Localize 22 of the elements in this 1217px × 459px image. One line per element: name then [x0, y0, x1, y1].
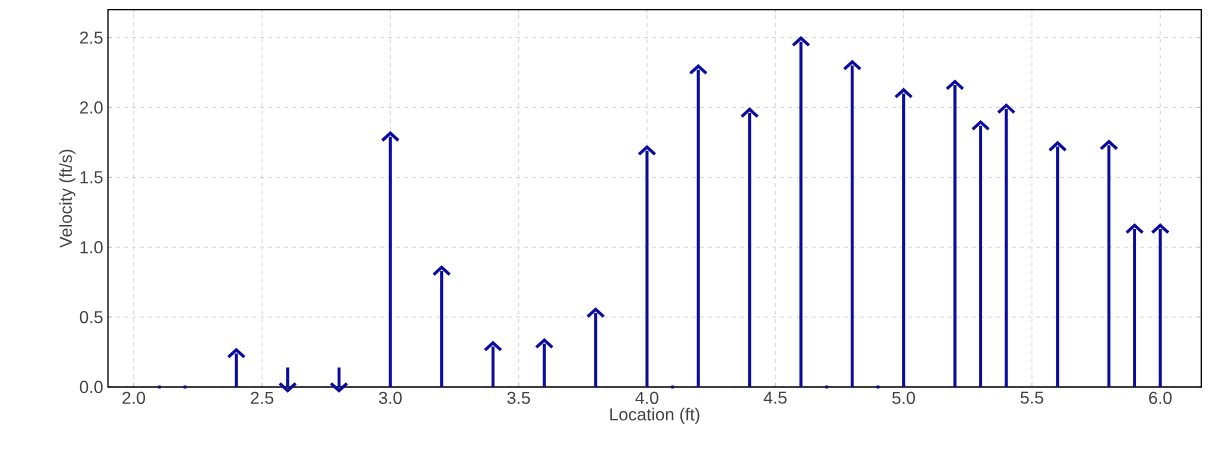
point — [671, 385, 675, 389]
x-tick-label: 2.5 — [250, 391, 274, 404]
x-tick-label: 3.5 — [507, 391, 530, 404]
y-tick-label: 0.5 — [79, 310, 103, 324]
point — [157, 385, 161, 389]
x-tick-label: 5.5 — [1020, 391, 1044, 404]
y-tick-label: 1.0 — [80, 241, 103, 254]
y-tick-label: 2.0 — [80, 101, 103, 114]
y-tick-label: 2.5 — [80, 31, 103, 44]
x-tick-label: 4.5 — [763, 391, 787, 404]
x-tick-label: 6.0 — [1149, 391, 1172, 404]
point — [825, 385, 829, 389]
y-axis-title: Velocity (ft/s) — [59, 149, 76, 248]
x-tick-label: 2.0 — [122, 391, 146, 404]
x-tick-label: 5.0 — [892, 391, 915, 404]
y-tick-label: 1.5 — [80, 171, 103, 184]
point — [183, 385, 187, 389]
y-tick-label: 0.0 — [79, 380, 103, 394]
x-tick-label: 3.0 — [378, 391, 402, 404]
x-tick-label: 4.0 — [635, 391, 659, 404]
point — [876, 385, 880, 389]
x-axis-title: Location (ft) — [610, 407, 700, 424]
